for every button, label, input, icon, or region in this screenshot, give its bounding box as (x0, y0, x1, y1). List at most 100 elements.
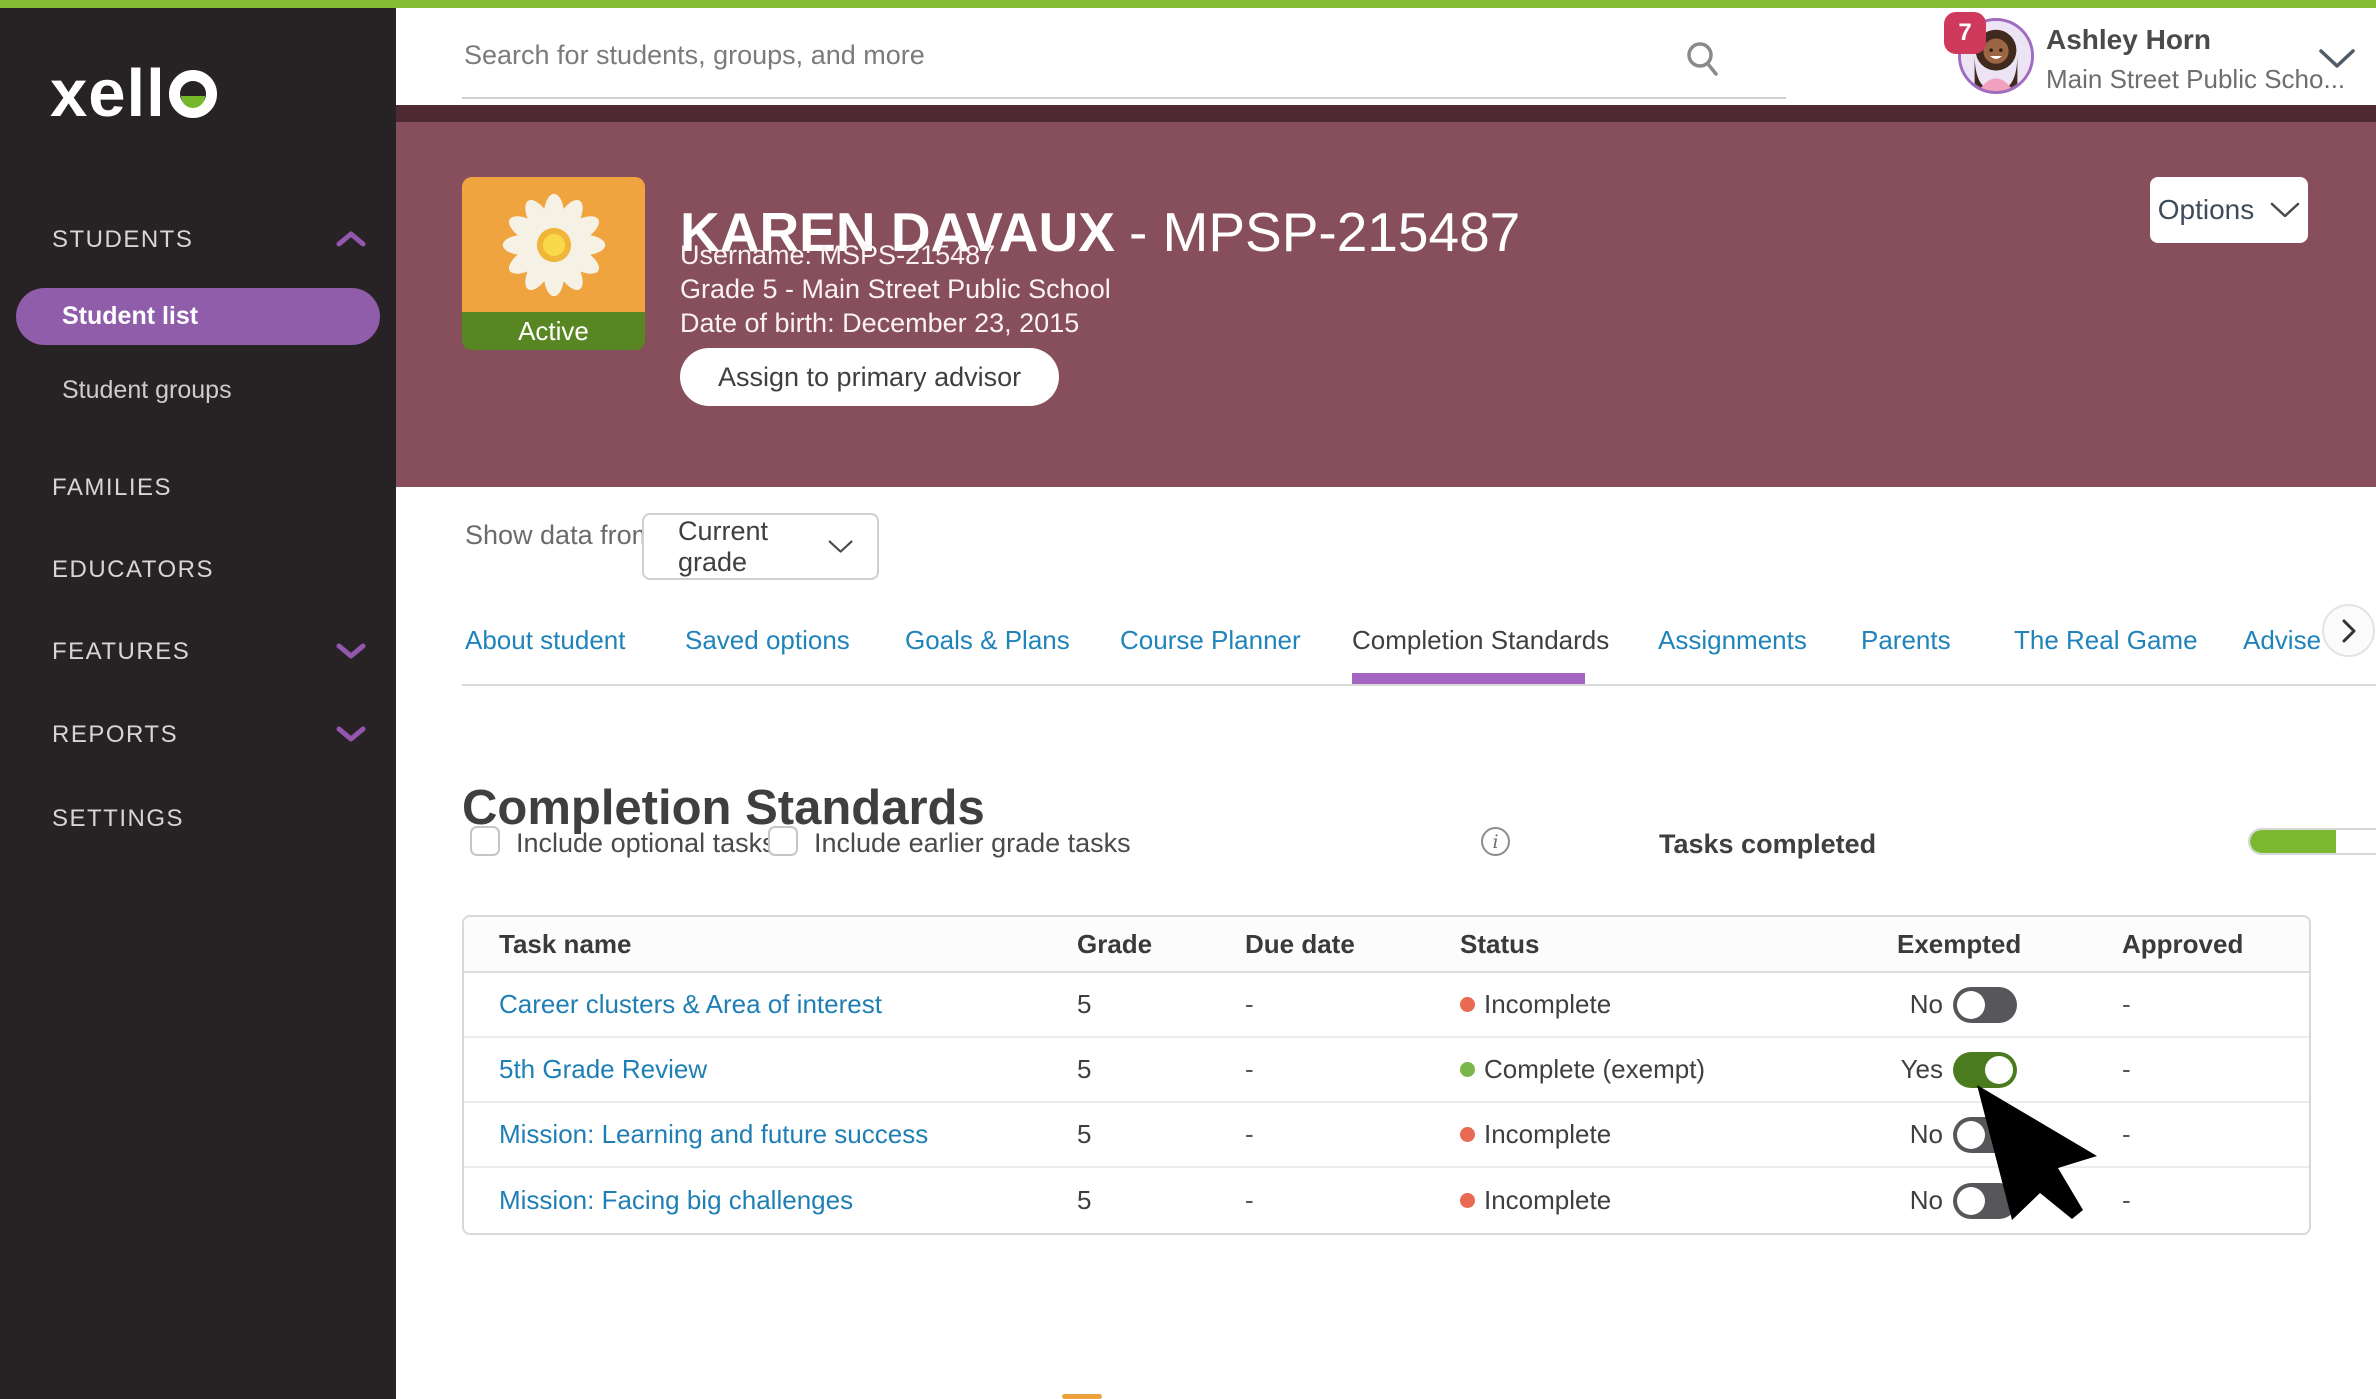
exempted-toggle[interactable] (1953, 986, 2017, 1023)
tab-completion-standards[interactable]: Completion Standards (1352, 617, 1609, 663)
chevron-down-icon (828, 539, 853, 553)
search-icon[interactable] (1684, 40, 1720, 78)
tab-goals-plans[interactable]: Goals & Plans (905, 617, 1070, 663)
col-status: Status (1460, 928, 1540, 959)
due-date-cell: - (1245, 1185, 1254, 1215)
tab-parents[interactable]: Parents (1861, 617, 1951, 663)
sidebar-item-families[interactable]: FAMILIES (52, 474, 173, 501)
sidebar: xell STUDENTS Student list Student group… (0, 8, 396, 1399)
avatar-illustration (1961, 21, 2031, 91)
grade-cell: 5 (1077, 1054, 1092, 1084)
tab-saved-options[interactable]: Saved options (685, 617, 850, 663)
task-link[interactable]: Mission: Learning and future success (499, 1119, 929, 1149)
grade-cell: 5 (1077, 1119, 1092, 1149)
chevron-right-icon (2342, 619, 2355, 642)
tabs-scroll-right-button[interactable] (2322, 604, 2375, 657)
student-username: Username: MSPS-215487 (680, 240, 996, 270)
active-tab-underline (1352, 673, 1585, 684)
xello-logo[interactable]: xell (50, 60, 217, 127)
page-title: KAREN DAVAUX - MPSP-215487 (680, 204, 1520, 260)
chevron-down-icon (2271, 202, 2300, 217)
table-header-row: Task name Grade Due date Status Exempted… (464, 917, 2309, 973)
status-dot-incomplete (1460, 1127, 1475, 1142)
sidebar-item-student-list[interactable]: Student list (16, 288, 380, 345)
status-dot-incomplete (1460, 997, 1475, 1012)
student-avatar-card: Active (462, 177, 645, 350)
table-row: Mission: Facing big challenges 5 - Incom… (464, 1168, 2309, 1233)
approved-cell: - (2122, 1185, 2131, 1215)
chat-widget-sliver (1062, 1394, 1102, 1399)
sidebar-item-student-groups[interactable]: Student groups (62, 376, 232, 404)
exempted-value: No (1909, 1185, 1943, 1215)
chevron-up-icon[interactable] (336, 230, 366, 248)
toggle-knob (1957, 1186, 1985, 1215)
tab-advise[interactable]: Advise (2243, 617, 2321, 663)
status-text: Complete (exempt) (1484, 1054, 1706, 1084)
col-task-name: Task name (499, 928, 632, 959)
sidebar-item-students[interactable]: STUDENTS (52, 226, 194, 253)
task-link[interactable]: Career clusters & Area of interest (499, 989, 882, 1019)
options-button[interactable]: Options (2150, 177, 2308, 243)
tab-assignments[interactable]: Assignments (1658, 617, 1807, 663)
approved-cell: - (2122, 1119, 2131, 1149)
tasks-progress-fill (2250, 830, 2336, 853)
sidebar-item-settings[interactable]: SETTINGS (52, 805, 185, 832)
col-exempted: Exempted (1897, 928, 2022, 959)
chevron-down-icon[interactable] (336, 642, 366, 660)
sidebar-item-educators[interactable]: EDUCATORS (52, 556, 214, 583)
sidebar-item-reports[interactable]: REPORTS (52, 721, 179, 748)
options-label: Options (2157, 194, 2255, 225)
chevron-down-icon[interactable] (2318, 48, 2356, 70)
status-text: Incomplete (1484, 1185, 1612, 1215)
include-earlier-grade-tasks-label: Include earlier grade tasks (814, 828, 1131, 858)
exempted-toggle[interactable] (1953, 1182, 2017, 1219)
table-row: Mission: Learning and future success 5 -… (464, 1103, 2309, 1168)
topbar: 7 Ashley Horn Main Street Public Scho... (396, 8, 2376, 105)
completion-standards-table: Task name Grade Due date Status Exempted… (462, 915, 2311, 1235)
exempted-toggle[interactable] (1953, 1051, 2017, 1088)
exempted-value: No (1909, 1119, 1943, 1149)
tab-the-real-game[interactable]: The Real Game (2014, 617, 2198, 663)
include-optional-tasks-label: Include optional tasks (516, 828, 776, 858)
student-name: KAREN DAVAUX (680, 200, 1115, 263)
due-date-cell: - (1245, 1054, 1254, 1084)
toggle-knob (1957, 1120, 1985, 1149)
grade-select[interactable]: Current grade (642, 513, 879, 580)
show-data-label: Show data from (465, 520, 655, 550)
sidebar-item-features[interactable]: FEATURES (52, 638, 191, 665)
include-earlier-grade-tasks-checkbox[interactable] (768, 826, 798, 856)
col-grade: Grade (1077, 928, 1153, 959)
notification-badge[interactable]: 7 (1944, 12, 1986, 54)
info-icon[interactable]: i (1481, 827, 1510, 856)
chevron-down-icon[interactable] (336, 725, 366, 743)
exempted-value: No (1909, 989, 1943, 1019)
brand-accent-bar (0, 0, 2376, 8)
table-row: 5th Grade Review 5 - Complete (exempt) Y… (464, 1038, 2309, 1103)
tab-about-student[interactable]: About student (465, 617, 625, 663)
student-id: - MPSP-215487 (1128, 200, 1521, 263)
student-header: Active KAREN DAVAUX - MPSP-215487 Usernam… (396, 122, 2376, 487)
search-underline (462, 97, 1786, 99)
assign-primary-advisor-button[interactable]: Assign to primary advisor (680, 348, 1060, 406)
logo-text: xell (50, 56, 166, 131)
user-avatar[interactable] (1958, 18, 2034, 94)
task-link[interactable]: Mission: Facing big challenges (499, 1185, 854, 1215)
task-link[interactable]: 5th Grade Review (499, 1054, 708, 1084)
search-input[interactable] (462, 8, 1612, 103)
user-organization: Main Street Public Scho... (2046, 64, 2346, 94)
tab-course-planner[interactable]: Course Planner (1120, 617, 1301, 663)
status-dot-complete (1460, 1062, 1475, 1077)
col-due-date: Due date (1245, 928, 1355, 959)
table-row: Career clusters & Area of interest 5 - I… (464, 973, 2309, 1038)
due-date-cell: - (1245, 1119, 1254, 1149)
grade-cell: 5 (1077, 1185, 1092, 1215)
include-optional-tasks-checkbox[interactable] (470, 826, 500, 856)
student-grade-school: Grade 5 - Main Street Public School (680, 274, 1111, 304)
grade-select-value: Current grade (678, 515, 769, 577)
status-text: Incomplete (1484, 989, 1612, 1019)
status-badge: Active (462, 312, 645, 350)
header-dark-strip (396, 105, 2376, 122)
user-name[interactable]: Ashley Horn (2046, 24, 2211, 55)
exempted-toggle[interactable] (1953, 1116, 2017, 1153)
